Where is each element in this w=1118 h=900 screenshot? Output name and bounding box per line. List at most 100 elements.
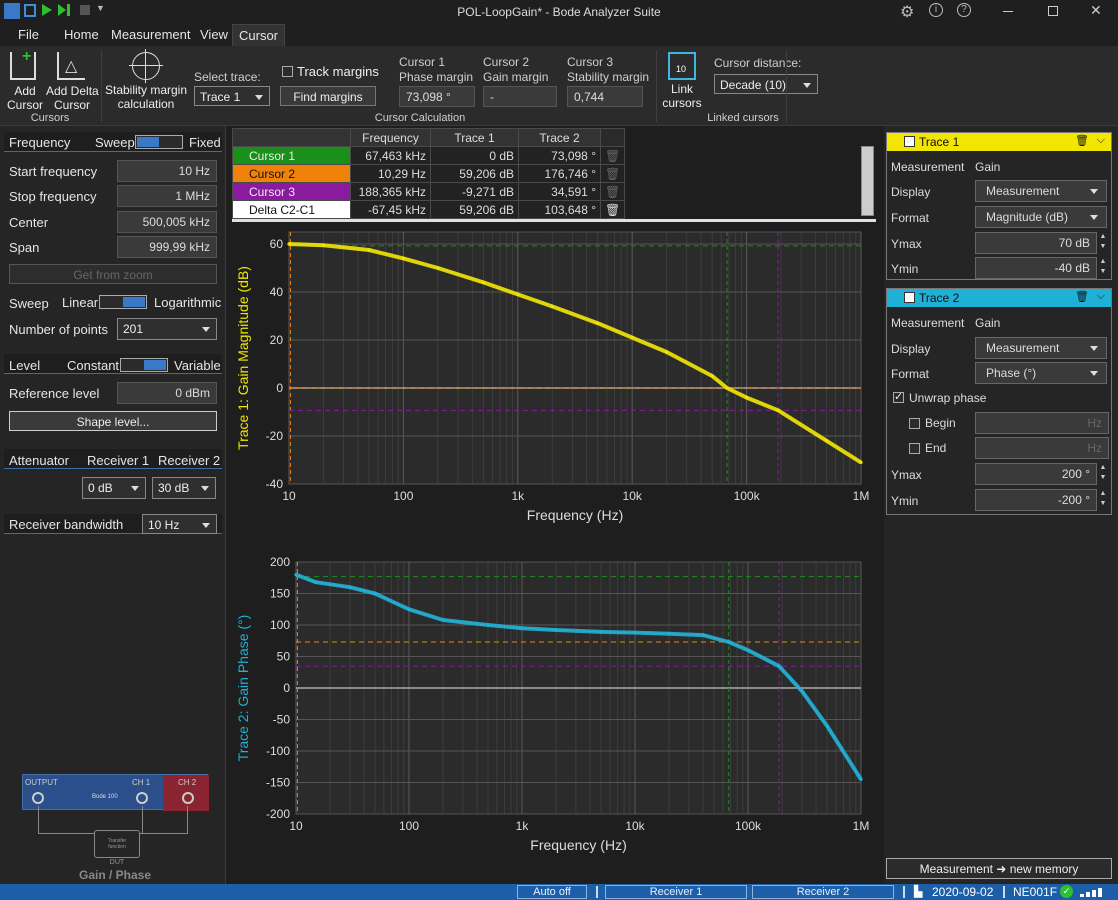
select-trace-combo[interactable]: Trace 1 xyxy=(194,86,270,106)
y-tick-label: -20 xyxy=(266,429,284,443)
trace1-ymin-field[interactable]: -40 dB xyxy=(975,257,1097,279)
span-field[interactable]: 999,99 kHz xyxy=(117,236,217,258)
trash-icon[interactable]: 🗑 xyxy=(599,182,626,201)
chevron-down-icon[interactable]: ⌵ xyxy=(1096,290,1105,302)
receiver-bandwidth-combo[interactable]: 10 Hz xyxy=(142,514,217,534)
trace1-ymax-spinner[interactable]: ▲ ▼ xyxy=(1099,233,1107,250)
auto-off-button[interactable]: Auto off xyxy=(517,885,587,899)
ch2-port-label: CH 2 xyxy=(178,778,197,787)
trace1-ymax-field[interactable]: 70 dB xyxy=(975,232,1097,254)
cursor-table-scrollbar[interactable] xyxy=(861,146,874,216)
sweep-fixed-toggle[interactable] xyxy=(135,135,183,149)
begin-field[interactable]: Hz xyxy=(975,412,1109,434)
trash-icon[interactable]: 🗑 xyxy=(599,164,626,183)
measurement-new-memory-button[interactable]: Measurement ➜ new memory xyxy=(886,858,1112,879)
reference-level-field[interactable]: 0 dBm xyxy=(117,382,217,404)
trace2-ymin-spinner[interactable]: ▲ ▼ xyxy=(1099,490,1107,507)
sweep-scale-toggle[interactable] xyxy=(99,295,147,309)
table-row[interactable]: Cursor 3 188,365 kHz -9,271 dB 34,591 ° … xyxy=(232,182,626,201)
stop-icon[interactable] xyxy=(80,5,90,15)
delete-trace2-icon[interactable]: 🗑 xyxy=(1075,291,1089,303)
delete-trace1-icon[interactable]: 🗑 xyxy=(1075,135,1089,147)
gear-icon[interactable]: ⚙ xyxy=(900,4,915,21)
play-pause-icon[interactable] xyxy=(58,4,66,16)
data-point xyxy=(633,630,637,635)
menu-view[interactable]: View xyxy=(200,27,228,42)
stability-margin-button[interactable]: Stability margin calculation xyxy=(104,83,188,111)
attenuator-receiver2-combo[interactable]: 30 dB xyxy=(152,477,216,499)
start-frequency-field[interactable]: 10 Hz xyxy=(117,160,217,182)
x-axis-label: Frequency (Hz) xyxy=(530,837,626,853)
get-from-zoom-button[interactable]: Get from zoom xyxy=(9,264,217,284)
trace2-display-combo[interactable]: Measurement xyxy=(975,337,1107,359)
track-margins-checkbox[interactable] xyxy=(282,66,293,77)
center-field[interactable]: 500,005 kHz xyxy=(117,211,217,233)
trace2-visible-checkbox[interactable] xyxy=(904,290,915,303)
unwrap-phase-checkbox[interactable] xyxy=(893,390,904,403)
gain-phase-chart: 10 100 1k 10k 100k 1M 200 150 100 50 0 -50 -100 -150 -… xyxy=(235,555,869,853)
receiver2-status[interactable]: Receiver 2 xyxy=(752,885,894,899)
add-cursor-button[interactable]: Add Cursor xyxy=(6,84,43,112)
menu-home[interactable]: Home xyxy=(64,27,99,42)
cursor1-name[interactable]: Cursor 1 xyxy=(232,146,351,165)
trace1-format-combo[interactable]: Magnitude (dB) xyxy=(975,206,1107,228)
menu-measurement[interactable]: Measurement xyxy=(111,27,191,42)
table-splitter[interactable] xyxy=(232,219,876,222)
help-icon[interactable]: ? xyxy=(957,3,971,17)
x-tick-label: 100 xyxy=(393,489,413,503)
trace2-header[interactable]: Trace 2 🗑 ⌵ xyxy=(887,289,1111,307)
save-icon[interactable] xyxy=(24,4,36,17)
trace1-ymin-spinner[interactable]: ▲ ▼ xyxy=(1099,258,1107,275)
add-delta-cursor-button[interactable]: Add Delta Cursor xyxy=(46,84,99,112)
y-axis-label: Trace 1: Gain Magnitude (dB) xyxy=(235,266,251,450)
end-field[interactable]: Hz xyxy=(975,437,1109,459)
cursor3-name[interactable]: Cursor 3 xyxy=(232,182,351,201)
trace2-ymax-spinner[interactable]: ▲ ▼ xyxy=(1099,464,1107,481)
end-checkbox[interactable] xyxy=(909,443,920,454)
trace2-format-combo[interactable]: Phase (°) xyxy=(975,362,1107,384)
shape-level-button[interactable]: Shape level... xyxy=(9,411,217,431)
cursor1-trace1: 0 dB xyxy=(430,146,519,165)
begin-checkbox[interactable] xyxy=(909,418,920,429)
trash-icon[interactable]: 🗑 xyxy=(599,200,626,219)
menu-cursor[interactable]: Cursor xyxy=(232,24,286,46)
x-tick-label: 100k xyxy=(734,489,761,503)
trace2-ymax-field[interactable]: 200 ° xyxy=(975,463,1097,485)
minimize-icon[interactable] xyxy=(1003,11,1013,12)
close-icon[interactable]: ✕ xyxy=(1090,2,1102,18)
trace1-measurement-label: Measurement xyxy=(891,160,965,174)
level-mode-toggle[interactable] xyxy=(120,358,168,372)
data-point xyxy=(348,585,352,589)
number-of-points-combo[interactable]: 201 xyxy=(117,318,217,340)
chevron-down-icon[interactable]: ⌵ xyxy=(1096,134,1105,146)
trace2-ymin-field[interactable]: -200 ° xyxy=(975,489,1097,511)
pause-bar-icon xyxy=(67,4,70,16)
cursor2-name[interactable]: Cursor 2 xyxy=(232,164,351,183)
trace2-title: Trace 2 xyxy=(919,291,960,305)
device-diagram xyxy=(22,774,209,811)
cursor-distance-combo[interactable]: Decade (10) xyxy=(714,74,818,94)
stop-frequency-field[interactable]: 1 MHz xyxy=(117,185,217,207)
menu-file[interactable]: File xyxy=(18,27,39,42)
receiver1-status[interactable]: Receiver 1 xyxy=(605,885,747,899)
trace1-header[interactable]: Trace 1 🗑 ⌵ xyxy=(887,133,1111,151)
table-row[interactable]: Delta C2-C1 -67,45 kHz 59,206 dB 103,648… xyxy=(232,200,626,219)
trash-icon[interactable]: 🗑 xyxy=(599,146,626,165)
play-icon[interactable] xyxy=(42,4,52,16)
cursor2-frequency: 10,29 Hz xyxy=(350,164,431,183)
delta-cursor-name[interactable]: Delta C2-C1 xyxy=(232,200,351,219)
quick-access-dropdown-icon[interactable]: ▼ xyxy=(96,3,105,13)
trace1-ymax-label: Ymax xyxy=(891,237,922,251)
table-row[interactable]: Cursor 1 67,463 kHz 0 dB 73,098 ° 🗑 xyxy=(232,146,626,165)
trace1-visible-checkbox[interactable] xyxy=(904,134,915,147)
maximize-icon[interactable] xyxy=(1048,6,1058,16)
trace1-display-combo[interactable]: Measurement xyxy=(975,180,1107,202)
link-cursors-button[interactable]: Link cursors xyxy=(662,82,702,110)
data-point xyxy=(407,607,411,611)
info-icon[interactable]: i xyxy=(929,3,943,17)
table-row[interactable]: Cursor 2 10,29 Hz 59,206 dB 176,746 ° 🗑 xyxy=(232,164,626,183)
data-point xyxy=(710,374,714,378)
attenuator-receiver1-combo[interactable]: 0 dB xyxy=(82,477,146,499)
find-margins-button[interactable]: Find margins xyxy=(280,86,376,106)
fixed-mode-label: Fixed xyxy=(189,135,221,150)
